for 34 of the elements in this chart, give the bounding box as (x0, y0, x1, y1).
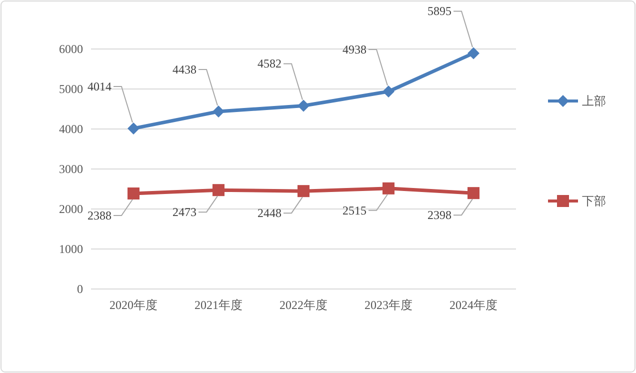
y-tick-label: 2000 (59, 202, 83, 216)
x-tick-label: 2022年度 (280, 298, 328, 312)
point (128, 122, 140, 134)
y-tick-label: 3000 (59, 162, 83, 176)
data-label: 2473 (172, 205, 196, 220)
legend-label: 上部 (582, 94, 606, 108)
point (468, 47, 480, 60)
y-tick-label: 1000 (59, 242, 83, 256)
data-label: 2448 (258, 206, 282, 220)
point (128, 187, 140, 200)
point (382, 85, 394, 98)
y-tick-label: 4000 (59, 122, 83, 136)
data-label: 4938 (342, 42, 366, 56)
x-tick-label: 2023年度 (364, 298, 412, 312)
x-tick-label: 2020年度 (110, 298, 158, 312)
data-label: 4438 (172, 62, 196, 76)
x-tick-label: 2021年度 (194, 298, 242, 312)
legend-label: 下部 (582, 194, 606, 208)
data-label: 5895 (428, 4, 452, 18)
x-tick-label: 2024年度 (450, 298, 498, 312)
point (212, 184, 224, 196)
data-label: 4582 (258, 56, 282, 71)
point (212, 105, 224, 118)
point (298, 100, 310, 112)
y-tick-label: 5000 (59, 82, 83, 96)
data-label: 2398 (428, 208, 452, 222)
data-label: 2388 (88, 208, 112, 222)
data-label: 4014 (88, 79, 112, 94)
y-tick-label: 6000 (59, 42, 83, 56)
data-label: 2515 (342, 203, 366, 218)
point (382, 182, 394, 194)
point (468, 187, 480, 200)
point (298, 185, 310, 198)
y-tick-label: 0 (77, 282, 83, 296)
